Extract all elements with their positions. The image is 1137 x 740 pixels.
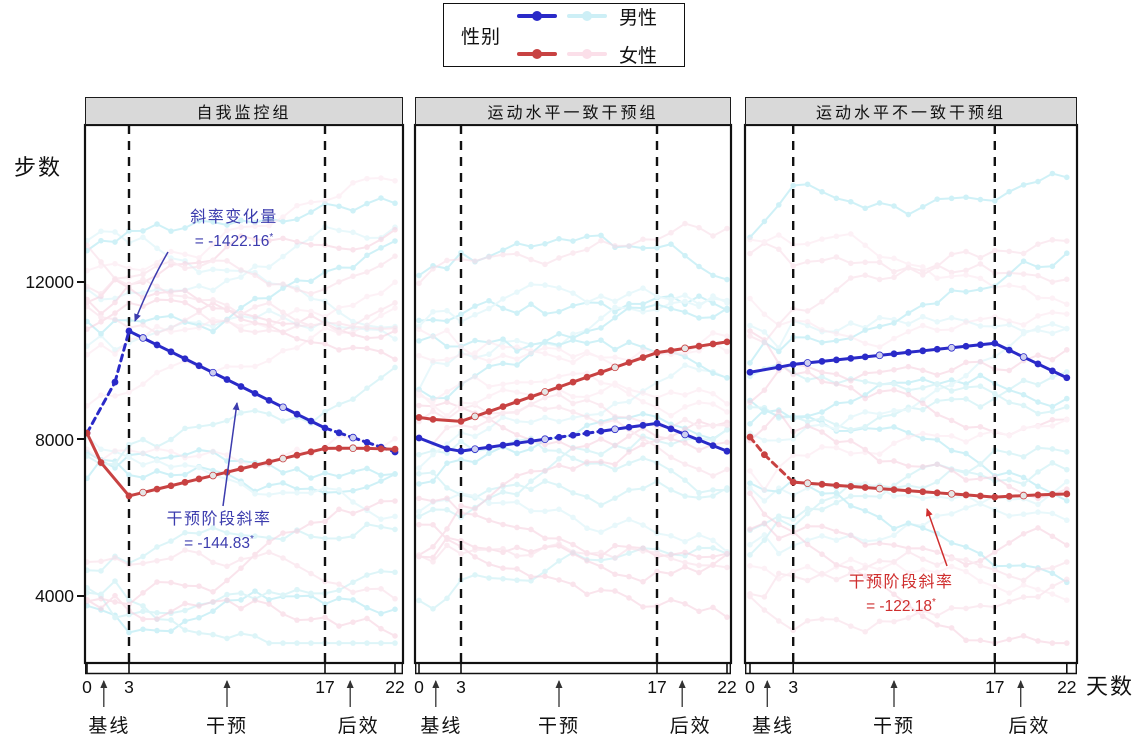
annotation-intervention-slope-red-star: *	[932, 597, 936, 608]
annotation-intervention-slope-blue: 干预阶段斜率 = -144.83*	[143, 508, 295, 555]
panel-0-x-tick-label-2: 17	[315, 677, 334, 697]
panel-2-male-mean-series	[746, 339, 1071, 382]
y-axis-title: 步数	[14, 155, 63, 180]
legend-item-male: 男性	[517, 3, 657, 30]
panel-2-phase-label-0: 基线	[752, 715, 794, 737]
annotation-slope-change-label: 斜率变化量	[190, 209, 278, 226]
male-mean-line-key-icon	[517, 10, 558, 21]
panel-1-x-tick-label-1: 3	[456, 677, 466, 697]
panel-2-phase-label-2: 后效	[1008, 715, 1050, 737]
panel-0-border	[83, 123, 405, 665]
female-individual-line-key-icon	[567, 48, 608, 59]
panel-0-male-individual-trajectories	[86, 195, 398, 646]
panel-1-female-individual-trajectories	[416, 220, 730, 620]
panel-2-x-tick-label-3: 22	[1057, 677, 1076, 697]
panel-2-x-tick-label-1: 3	[788, 677, 798, 697]
panel-1-phase-label-2: 后效	[670, 715, 712, 737]
panel-0-x-tick-label-1: 3	[124, 677, 134, 697]
panel-0-phase-label-0: 基线	[88, 715, 130, 737]
annotation-slope-change-value: = -1422.16	[194, 233, 270, 251]
annotation-intervention-slope-blue-value: = -144.83	[184, 535, 251, 553]
panel-2-x-tick-label-0: 0	[745, 677, 755, 697]
panel-0-phase-label-2: 后效	[338, 715, 380, 737]
annotation-intervention-slope-red-value: = -122.18	[866, 598, 933, 616]
y-tick-label-8000: 8000	[35, 430, 74, 450]
panel-1-female-mean-series	[416, 338, 730, 425]
legend-title: 性别	[461, 26, 502, 48]
legend-label-male: 男性	[619, 7, 658, 29]
annotation-intervention-slope-red: 干预阶段斜率 = -122.18*	[825, 571, 977, 618]
panel-2-reference-lines	[792, 126, 996, 662]
y-axis-ticks	[77, 281, 85, 597]
legend-label-female: 女性	[619, 45, 658, 67]
legend-items: 男性 女性	[517, 3, 657, 68]
female-mean-line-key-icon	[517, 48, 558, 59]
annotation-intervention-slope-blue-star: *	[250, 534, 254, 545]
panel-1-x-axis: 0 3 17 22 基线 干预 后效	[414, 663, 737, 737]
panel-1-male-mean-series	[416, 419, 730, 455]
legend-item-female: 女性	[517, 41, 657, 68]
panel-1-phase-label-1: 干预	[538, 715, 580, 737]
panel-header-self-monitoring: 自我监控组	[85, 97, 403, 125]
panel-1-reference-lines	[459, 126, 659, 662]
panel-1-x-tick-label-0: 0	[414, 677, 424, 697]
male-individual-line-key-icon	[567, 10, 608, 21]
panel-2-border	[743, 123, 1079, 665]
panel-0-female-mean-series	[86, 429, 399, 500]
panel-2-female-mean-series	[746, 433, 1071, 501]
panel-2-phase-label-1: 干预	[873, 715, 915, 737]
panel-0-x-axis: 0 3 17 22 基线 干预 后效	[82, 663, 405, 737]
x-axis-title: 天数	[1086, 674, 1135, 699]
panel-1-plot-area	[416, 126, 730, 662]
panel-2-male-individual-trajectories	[747, 170, 1070, 586]
panel-1-phase-label-0: 基线	[420, 715, 462, 737]
annotation-arrow-intervention-blue	[222, 402, 240, 507]
panel-2-x-axis: 0 3 17 22 基线 干预 后效	[745, 663, 1078, 737]
annotation-arrow-slope-change	[134, 251, 169, 322]
panel-0-x-tick-label-0: 0	[82, 677, 92, 697]
y-tick-label-4000: 4000	[35, 586, 74, 606]
annotation-slope-change: 斜率变化量 = -1422.16*	[158, 206, 310, 253]
panel-0-female-individual-trajectories	[86, 175, 398, 639]
panel-0-phase-label-1: 干预	[206, 715, 248, 737]
panel-0-x-tick-label-3: 22	[385, 677, 404, 697]
annotation-slope-change-star: *	[269, 232, 274, 243]
annotation-intervention-slope-blue-label: 干预阶段斜率	[166, 511, 272, 528]
panel-header-inconsistent-intervention: 运动水平不一致干预组	[745, 97, 1077, 125]
annotation-intervention-slope-red-label: 干预阶段斜率	[848, 574, 954, 591]
y-tick-label-12000: 12000	[25, 272, 74, 292]
panel-2-plot-area	[746, 126, 1071, 662]
panel-1-border	[413, 123, 733, 665]
annotation-arrow-intervention-red	[926, 508, 948, 567]
panel-0-reference-lines	[127, 126, 327, 662]
panel-1-x-tick-label-3: 22	[717, 677, 736, 697]
panel-header-consistent-intervention: 运动水平一致干预组	[415, 97, 731, 125]
panel-1-x-tick-label-2: 17	[647, 677, 666, 697]
legend: 性别 男性 女性	[443, 3, 685, 67]
panel-2-x-tick-label-2: 17	[985, 677, 1004, 697]
